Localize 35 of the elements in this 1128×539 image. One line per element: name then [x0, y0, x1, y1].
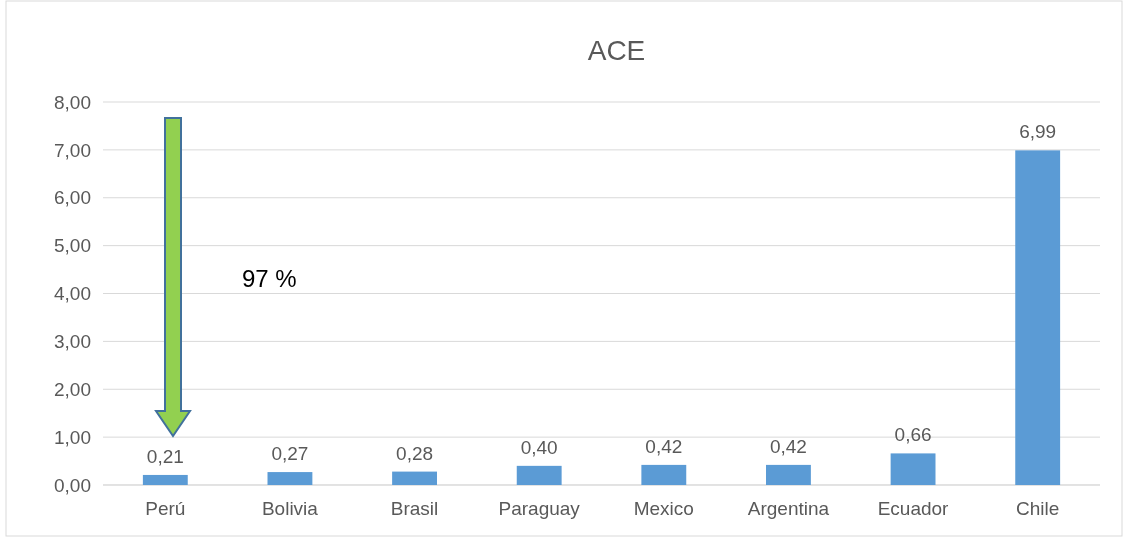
bar — [1015, 150, 1061, 485]
y-tick-label: 1,00 — [54, 426, 91, 448]
data-label: 0,66 — [894, 424, 932, 446]
y-tick-label: 5,00 — [54, 235, 91, 257]
data-label: 0,27 — [271, 443, 309, 465]
chart-title: ACE — [587, 35, 646, 66]
data-label: 0,40 — [520, 436, 558, 458]
data-label: 6,99 — [1019, 121, 1057, 143]
bar — [641, 464, 687, 485]
y-tick-label: 6,00 — [54, 187, 91, 209]
x-tick-label: Argentina — [747, 498, 830, 519]
x-tick-label: Paraguay — [498, 498, 581, 519]
bar — [267, 472, 313, 485]
x-tick-label: Bolivia — [261, 498, 319, 519]
x-tick-label: Ecuador — [877, 498, 950, 519]
data-label: 0,42 — [769, 435, 807, 457]
y-tick-label: 7,00 — [54, 139, 91, 161]
bar — [142, 474, 188, 485]
bar — [766, 464, 811, 485]
bar — [516, 465, 562, 485]
data-label: 0,42 — [645, 435, 683, 457]
x-tick-label: Mexico — [633, 498, 694, 519]
annotation: 97 % — [242, 265, 297, 292]
bar — [392, 471, 437, 485]
x-tick-label: Perú — [145, 498, 186, 519]
x-tick-label: Brasil — [390, 498, 439, 519]
y-tick-label: 0,00 — [54, 474, 91, 496]
data-label: 0,21 — [146, 445, 184, 467]
y-tick-label: 4,00 — [54, 283, 91, 305]
bar — [890, 453, 936, 485]
data-label: 0,28 — [396, 442, 434, 464]
y-tick-label: 8,00 — [54, 91, 91, 113]
x-tick-label: Chile — [1016, 498, 1060, 519]
y-tick-label: 3,00 — [54, 331, 91, 353]
y-tick-label: 2,00 — [54, 378, 91, 400]
